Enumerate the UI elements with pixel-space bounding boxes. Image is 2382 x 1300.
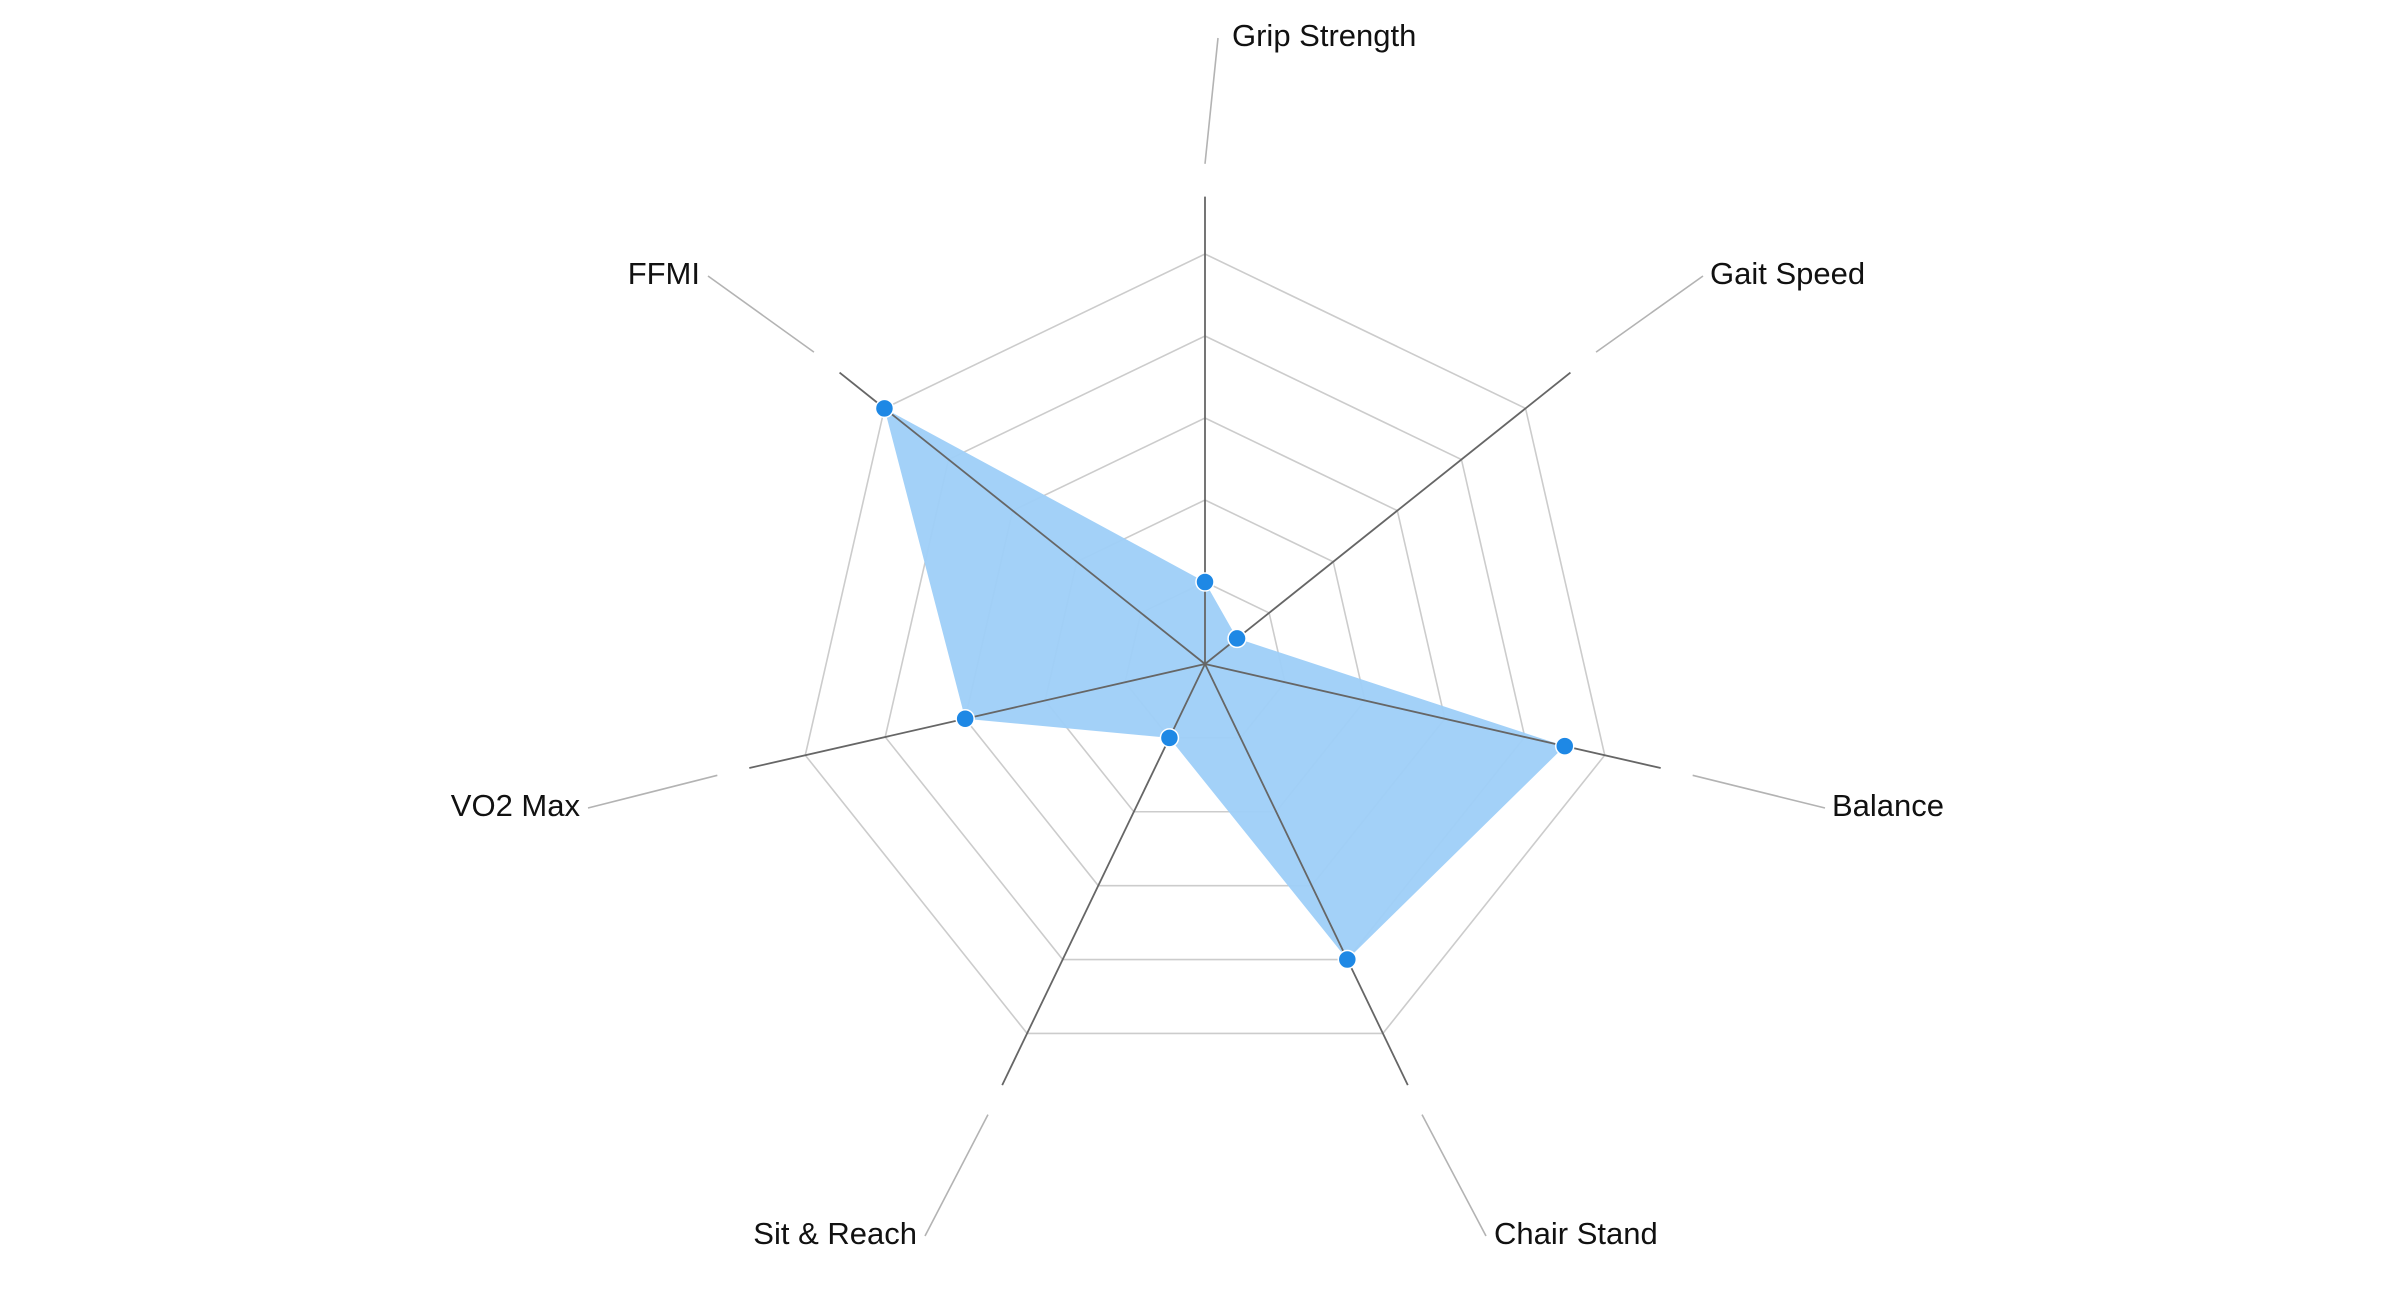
axis-label-6: VO2 Max [451, 788, 581, 823]
leader-line-5 [924, 1114, 989, 1237]
axis-spoke-6 [749, 663, 1206, 769]
label-leader-lines [587, 37, 1826, 1237]
data-point-3 [1554, 736, 1575, 756]
radar-series-area [884, 408, 1565, 960]
leader-line-7 [707, 275, 815, 353]
axis-label-1: Grip Strength [1232, 18, 1416, 53]
axis-spoke-7 [839, 371, 1206, 665]
axis-label-3: Balance [1832, 788, 1944, 823]
radar-data-points [874, 398, 1575, 970]
data-point-6 [955, 708, 975, 729]
radar-axes [749, 196, 1661, 1086]
series-area-0 [884, 408, 1565, 960]
data-point-2 [1227, 628, 1247, 649]
data-point-5 [1159, 728, 1180, 748]
leader-line-2 [1595, 275, 1704, 353]
data-point-1 [1195, 572, 1215, 592]
leader-line-3 [1692, 774, 1826, 809]
axis-label-4: Chair Stand [1494, 1216, 1658, 1251]
leader-line-6 [587, 774, 718, 809]
axis-spoke-3 [1204, 663, 1661, 769]
data-point-7 [874, 398, 895, 419]
axis-labels: Grip Strength Gait Speed Balance Chair Stan… [451, 18, 1944, 1251]
axis-spoke-4 [1204, 663, 1409, 1086]
axis-spoke-2 [1204, 371, 1571, 665]
data-point-4 [1337, 949, 1358, 970]
grid-ring-100 [804, 253, 1606, 1035]
leader-line-4 [1421, 1114, 1487, 1237]
leader-line-1 [1204, 37, 1219, 164]
axis-label-5: Sit & Reach [753, 1216, 917, 1251]
axis-label-7: FFMI [628, 256, 700, 291]
axis-label-2: Gait Speed [1710, 256, 1865, 291]
